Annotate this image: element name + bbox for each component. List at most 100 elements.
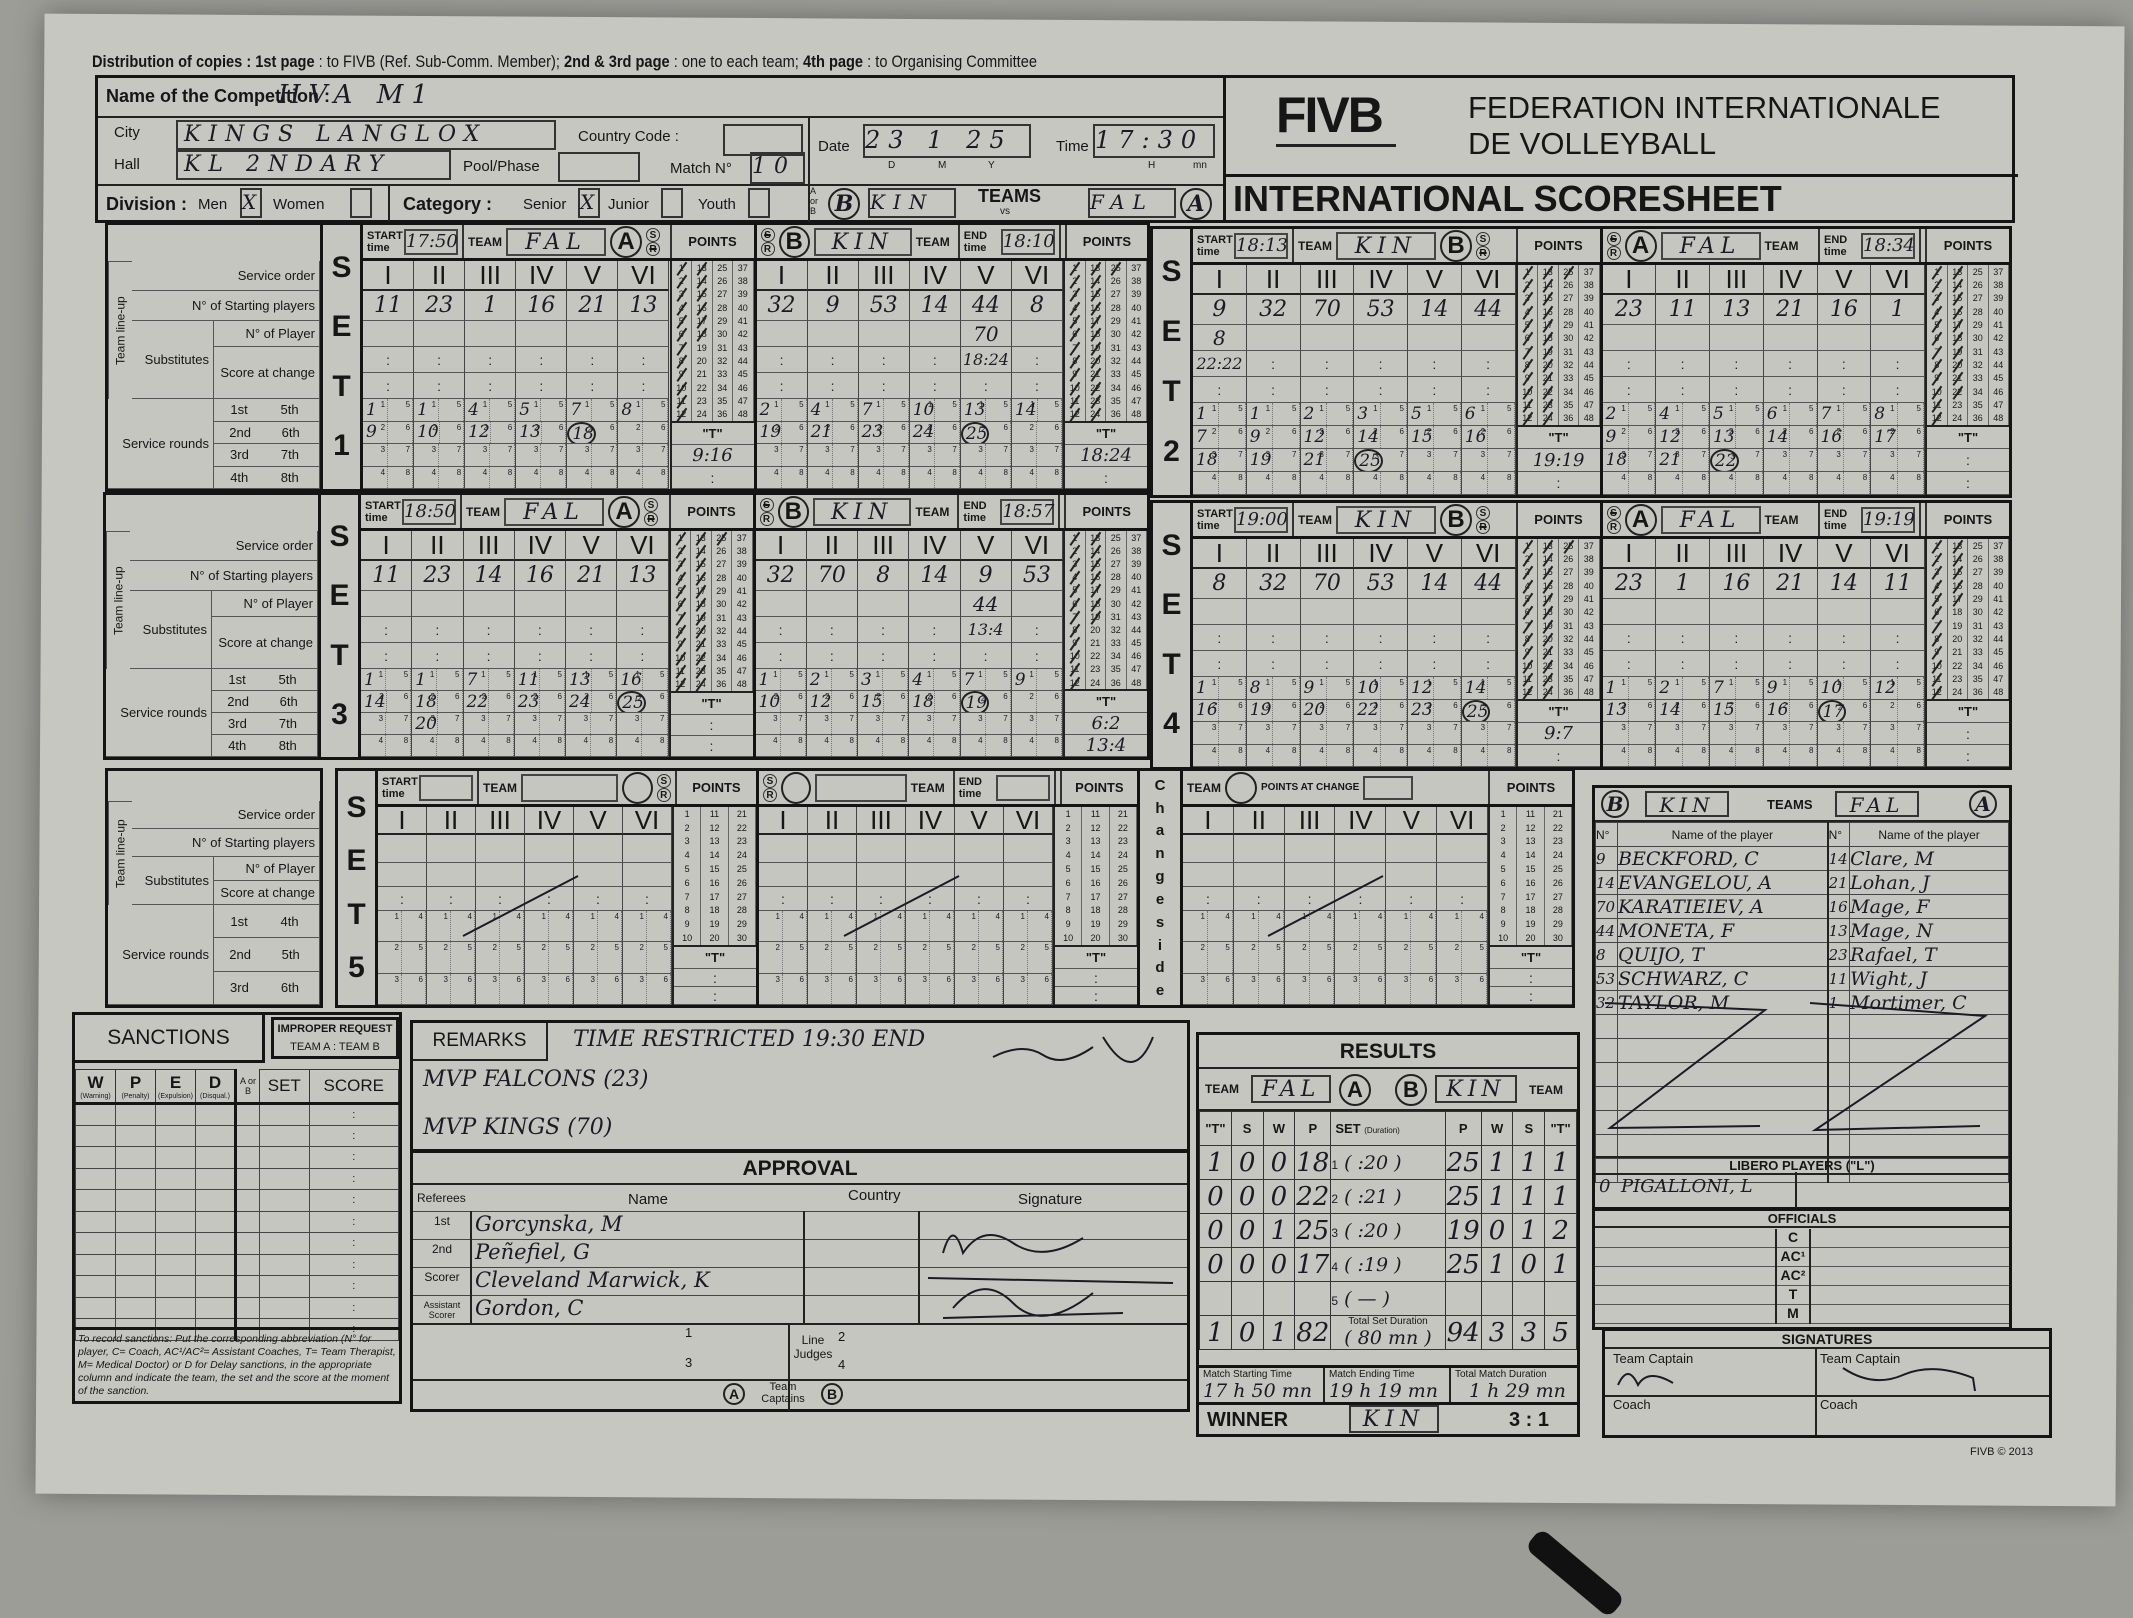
point-number[interactable]: 4 bbox=[1927, 578, 1948, 593]
service-round-score[interactable] bbox=[808, 444, 833, 466]
substitute-player[interactable] bbox=[566, 591, 618, 617]
point-number[interactable]: 28 bbox=[1559, 304, 1579, 319]
winner-field[interactable]: KIN bbox=[1349, 1405, 1439, 1433]
substitute-player[interactable] bbox=[1817, 599, 1872, 625]
point-number[interactable]: 46 bbox=[1989, 658, 2009, 673]
substitute-player[interactable] bbox=[617, 591, 669, 617]
service-round-score[interactable] bbox=[1736, 744, 1763, 766]
point-number[interactable]: 18 bbox=[1517, 903, 1545, 918]
service-round-score[interactable] bbox=[1301, 722, 1327, 744]
team-b-result[interactable]: 1 bbox=[1512, 1179, 1546, 1214]
substitute-player[interactable] bbox=[806, 591, 858, 617]
team-b-result[interactable] bbox=[1544, 1281, 1577, 1316]
point-number[interactable]: 17 bbox=[1538, 592, 1559, 606]
point-number[interactable]: 31 bbox=[1106, 340, 1127, 355]
service-round-score[interactable] bbox=[1327, 744, 1354, 766]
service-round-score[interactable] bbox=[1790, 403, 1817, 425]
substitution-score[interactable] bbox=[514, 643, 566, 669]
team-a-result[interactable]: 17 bbox=[1294, 1247, 1332, 1282]
service-round-score[interactable] bbox=[623, 942, 647, 973]
service-round-score[interactable] bbox=[515, 735, 540, 756]
substitution-score[interactable] bbox=[1004, 887, 1053, 911]
point-number[interactable]: 9 bbox=[1055, 917, 1083, 932]
point-number[interactable]: 5 bbox=[1518, 318, 1538, 332]
service-round-score[interactable]: 8 bbox=[1247, 677, 1274, 699]
sanction-row[interactable]: : bbox=[75, 1253, 400, 1276]
service-round-score[interactable] bbox=[1434, 744, 1461, 766]
service-round-score[interactable] bbox=[540, 735, 565, 756]
service-round-score[interactable] bbox=[623, 973, 647, 1004]
service-round-score[interactable]: 16 bbox=[617, 669, 643, 690]
point-number[interactable]: 12 bbox=[671, 677, 691, 691]
service-round-score[interactable] bbox=[1629, 722, 1656, 744]
service-round-score[interactable]: 1 bbox=[1193, 677, 1220, 699]
service-round-score[interactable] bbox=[412, 735, 438, 756]
service-round-score[interactable] bbox=[591, 713, 617, 734]
service-round-score[interactable] bbox=[643, 399, 669, 421]
player-name[interactable]: Wight, J bbox=[1849, 966, 2009, 991]
service-round-score[interactable]: 17 bbox=[1871, 426, 1898, 448]
point-number[interactable]: 19 bbox=[1517, 917, 1545, 932]
timeout-score[interactable]: 19:19 bbox=[1517, 449, 1600, 472]
point-number[interactable]: 13 bbox=[691, 531, 712, 545]
service-round-score[interactable]: 18 bbox=[909, 691, 935, 712]
service-round-score[interactable] bbox=[647, 942, 671, 973]
service-round-score[interactable] bbox=[808, 466, 833, 488]
team-b-result[interactable] bbox=[1480, 1281, 1514, 1316]
substitution-score[interactable] bbox=[1710, 351, 1764, 377]
service-round-score[interactable] bbox=[1327, 699, 1354, 721]
service-round-score[interactable]: 18 bbox=[567, 421, 596, 444]
service-round-score[interactable] bbox=[1004, 973, 1028, 1004]
service-round-score[interactable] bbox=[1603, 472, 1629, 494]
substitute-player[interactable] bbox=[807, 321, 859, 347]
point-number[interactable]: 37 bbox=[1989, 539, 2009, 553]
service-round-score[interactable] bbox=[1285, 973, 1310, 1004]
point-number[interactable]: 30 bbox=[1968, 331, 1989, 345]
point-number[interactable]: 1 bbox=[1927, 265, 1948, 279]
service-round-score[interactable] bbox=[979, 973, 1003, 1004]
point-number[interactable]: 12 bbox=[1082, 820, 1110, 835]
point-number[interactable]: 12 bbox=[1927, 685, 1948, 699]
service-round-score[interactable] bbox=[986, 713, 1011, 734]
substitute-player[interactable] bbox=[574, 863, 623, 887]
starting-player[interactable]: 32 bbox=[1246, 569, 1301, 599]
starting-player[interactable] bbox=[623, 835, 672, 863]
service-round-score[interactable] bbox=[935, 466, 960, 488]
point-number[interactable]: 37 bbox=[732, 531, 753, 545]
point-number[interactable]: 17 bbox=[692, 314, 713, 328]
point-number[interactable]: 41 bbox=[1989, 318, 2009, 332]
point-number[interactable]: 19 bbox=[692, 340, 713, 355]
service-round-score[interactable] bbox=[1327, 403, 1354, 425]
player-number[interactable]: 14 bbox=[1826, 846, 1851, 871]
service-round-score[interactable] bbox=[489, 735, 514, 756]
point-number[interactable]: 12 bbox=[1517, 820, 1545, 835]
point-number[interactable]: 25 bbox=[1968, 265, 1989, 279]
service-round-score[interactable] bbox=[1386, 911, 1412, 942]
final-score[interactable]: 3 : 1 bbox=[1509, 1409, 1550, 1431]
point-number[interactable]: 48 bbox=[1989, 685, 2009, 699]
service-round-score[interactable]: 5 bbox=[516, 399, 542, 421]
service-round-score[interactable]: 2 bbox=[807, 669, 832, 690]
starting-player[interactable]: 8 bbox=[1011, 291, 1063, 321]
service-round-score[interactable] bbox=[935, 421, 960, 443]
substitution-score[interactable] bbox=[1461, 651, 1516, 677]
service-round-score[interactable] bbox=[1381, 403, 1407, 425]
service-round-score[interactable] bbox=[363, 444, 389, 466]
substitution-score[interactable] bbox=[1763, 651, 1818, 677]
service-round-score[interactable] bbox=[386, 669, 412, 690]
point-number[interactable]: 11 bbox=[671, 664, 691, 678]
service-round-score[interactable] bbox=[1411, 973, 1437, 1004]
service-round-score[interactable]: 7 bbox=[961, 669, 986, 690]
timeout-score[interactable] bbox=[670, 715, 753, 736]
point-number[interactable]: 43 bbox=[732, 610, 753, 625]
service-round-score[interactable]: 6 bbox=[1764, 403, 1791, 425]
service-round-score[interactable] bbox=[1462, 744, 1489, 766]
service-round-score[interactable] bbox=[1629, 472, 1656, 494]
point-number[interactable]: 24 bbox=[1110, 848, 1137, 863]
point-number[interactable]: 3 bbox=[1055, 834, 1083, 849]
point-number[interactable]: 24 bbox=[1538, 411, 1559, 425]
service-round-score[interactable] bbox=[858, 735, 884, 756]
point-number[interactable]: 13 bbox=[1086, 261, 1106, 275]
point-number[interactable]: 27 bbox=[729, 889, 756, 904]
point-number[interactable]: 25 bbox=[1968, 539, 1989, 553]
